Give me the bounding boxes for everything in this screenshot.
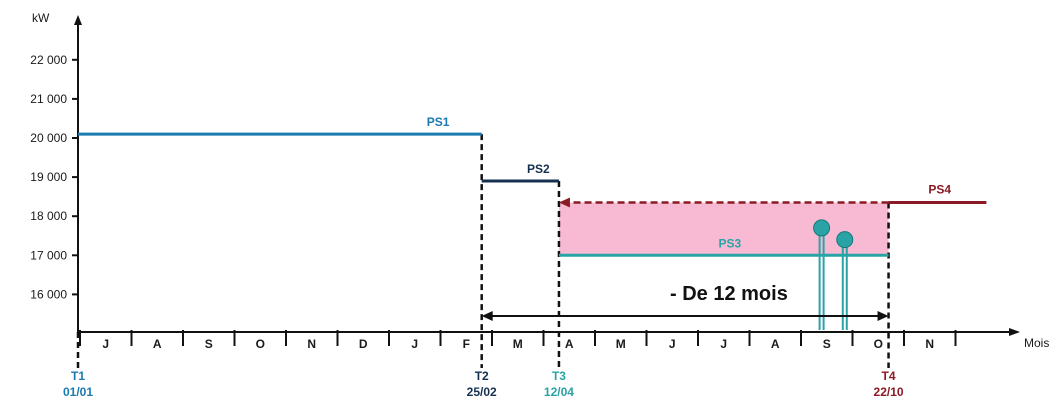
y-axis-arrow-icon	[74, 15, 82, 25]
month-label: S	[823, 337, 831, 351]
arrow-right-icon	[877, 311, 889, 321]
month-label: J	[720, 337, 727, 351]
time-markers: T1 01/01 T2 25/02 T3 12/04 T4 22/10	[63, 134, 904, 399]
y-axis-label: kW	[32, 11, 50, 25]
x-axis-arrow-icon	[1009, 328, 1020, 336]
y-tick-label: 19 000	[30, 170, 67, 184]
duration-annotation: - De 12 mois	[481, 283, 889, 321]
marker-label: T1	[71, 369, 85, 383]
peak-dot	[836, 231, 854, 249]
y-tick-label: 22 000	[30, 53, 67, 67]
month-label: M	[513, 337, 523, 351]
month-label: O	[256, 337, 265, 351]
series-label: PS3	[719, 236, 742, 250]
arrow-left-icon	[481, 311, 493, 321]
month-label: J	[102, 337, 109, 351]
y-tick-label: 17 000	[30, 248, 67, 262]
month-label: N	[925, 337, 934, 351]
y-tick-label: 18 000	[30, 209, 67, 223]
series-label: PS4	[928, 183, 951, 197]
month-label: F	[463, 337, 470, 351]
marker-date: 25/02	[467, 385, 497, 399]
series-lines: PS1 PS2 PS3 PS4	[78, 115, 987, 257]
marker-date: 01/01	[63, 385, 93, 399]
month-label: J	[411, 337, 418, 351]
month-label: O	[874, 337, 883, 351]
y-ticks: 22 000 21 000 20 000 19 000 18 000 17 000 16 0…	[30, 53, 78, 301]
month-label: J	[669, 337, 676, 351]
series-label: PS1	[427, 115, 450, 129]
y-tick-label: 16 000	[30, 287, 67, 301]
marker-label: T2	[475, 369, 489, 383]
month-label: A	[153, 337, 162, 351]
month-label: A	[565, 337, 574, 351]
series-label: PS2	[527, 162, 550, 176]
month-label: D	[359, 337, 368, 351]
month-label: M	[616, 337, 626, 351]
month-label: A	[771, 337, 780, 351]
month-label: N	[307, 337, 316, 351]
month-label: S	[205, 337, 213, 351]
shaded-overrun-area	[558, 202, 889, 256]
peak-dot	[813, 219, 831, 237]
y-tick-label: 20 000	[30, 131, 67, 145]
marker-date: 22/10	[874, 385, 904, 399]
marker-date: 12/04	[544, 385, 574, 399]
y-tick-label: 21 000	[30, 92, 67, 106]
marker-label: T4	[882, 369, 896, 383]
marker-label: T3	[552, 369, 566, 383]
arrow-left-icon	[558, 197, 570, 208]
peak-markers	[813, 219, 854, 330]
x-axis-label: Mois	[1024, 336, 1049, 350]
duration-label: - De 12 mois	[670, 283, 788, 305]
